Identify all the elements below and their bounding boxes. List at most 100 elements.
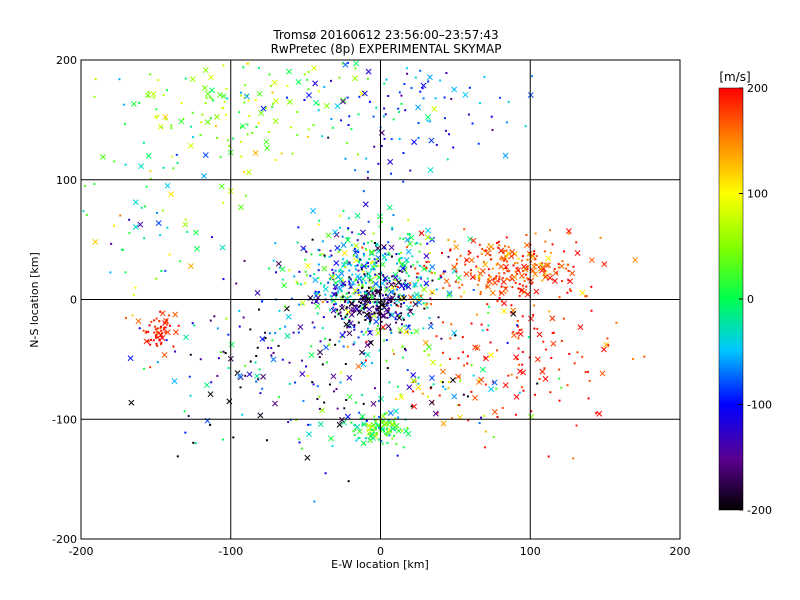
- scatter-point: [179, 260, 182, 263]
- scatter-point: [214, 125, 217, 128]
- scatter-point: [440, 337, 443, 340]
- scatter-point: [505, 249, 508, 252]
- scatter-point-x: [469, 274, 476, 281]
- scatter-point: [405, 271, 408, 274]
- scatter-point: [364, 301, 367, 304]
- scatter-point: [324, 472, 327, 475]
- scatter-point: [264, 337, 267, 340]
- scatter-point: [545, 348, 548, 351]
- scatter-point: [323, 85, 326, 88]
- scatter-point: [499, 257, 502, 260]
- scatter-point: [358, 95, 361, 98]
- scatter-point-x: [353, 60, 360, 67]
- scatter-point: [292, 331, 295, 334]
- scatter-point: [271, 339, 274, 342]
- scatter-point: [521, 259, 524, 262]
- scatter-point: [346, 237, 349, 240]
- scatter-point: [409, 301, 412, 304]
- scatter-point: [169, 324, 172, 327]
- scatter-point-x: [297, 324, 304, 330]
- scatter-point: [227, 333, 230, 336]
- scatter-point: [113, 160, 116, 163]
- scatter-point: [280, 152, 283, 155]
- scatter-point: [391, 313, 394, 316]
- scatter-point-x: [395, 427, 402, 434]
- scatter-point: [391, 428, 394, 431]
- scatter-point: [296, 134, 299, 137]
- scatter-point-x: [428, 399, 435, 406]
- scatter-point: [184, 431, 187, 434]
- scatter-point: [402, 294, 405, 297]
- scatter-point: [330, 79, 333, 82]
- scatter-point: [427, 80, 430, 83]
- scatter-point: [191, 111, 194, 114]
- scatter-point-x: [367, 329, 373, 336]
- scatter-point-x: [182, 221, 189, 228]
- scatter-point: [436, 411, 439, 414]
- scatter-point: [349, 295, 352, 298]
- scatter-point: [298, 270, 301, 273]
- scatter-point: [232, 436, 235, 439]
- scatter-point-x: [430, 359, 437, 366]
- scatter-point: [481, 329, 484, 332]
- scatter-point-x: [411, 294, 418, 300]
- scatter-point-x: [313, 99, 319, 106]
- scatter-point: [417, 122, 420, 125]
- scatter-point: [243, 259, 246, 262]
- scatter-point: [442, 351, 445, 354]
- scatter-point-x: [300, 245, 307, 252]
- scatter-point: [427, 353, 430, 356]
- scatter-point: [395, 442, 398, 445]
- scatter-point: [332, 303, 335, 306]
- scatter-point: [384, 433, 387, 436]
- scatter-point: [362, 333, 365, 336]
- scatter-point: [354, 268, 357, 271]
- scatter-point-x: [362, 303, 368, 310]
- scatter-point: [309, 274, 312, 277]
- scatter-point-x: [386, 204, 393, 211]
- scatter-point: [375, 301, 378, 304]
- scatter-point: [362, 242, 365, 245]
- scatter-point: [287, 421, 290, 424]
- scatter-point: [375, 261, 378, 264]
- scatter-point: [391, 226, 394, 229]
- scatter-point: [187, 415, 190, 418]
- scatter-point: [395, 262, 398, 265]
- scatter-point: [374, 290, 377, 293]
- scatter-point-x: [483, 355, 489, 362]
- scatter-point: [521, 350, 524, 353]
- scatter-point: [386, 427, 389, 430]
- scatter-point: [397, 107, 400, 110]
- scatter-point: [460, 295, 463, 298]
- scatter-point: [419, 276, 422, 279]
- scatter-point-x: [524, 291, 531, 298]
- scatter-point: [128, 218, 131, 221]
- scatter-point-x: [321, 265, 328, 272]
- scatter-point: [143, 237, 146, 240]
- scatter-point-x: [380, 244, 387, 250]
- scatter-point: [478, 277, 481, 280]
- scatter-point: [128, 231, 131, 234]
- scatter-point: [424, 304, 427, 307]
- scatter-point: [354, 304, 357, 307]
- scatter-point: [466, 395, 469, 398]
- scatter-point: [156, 336, 159, 339]
- scatter-point: [399, 331, 402, 334]
- scatter-point: [155, 117, 158, 120]
- scatter-point: [522, 255, 525, 258]
- scatter-point: [407, 283, 410, 286]
- scatter-point: [296, 282, 299, 285]
- scatter-point: [189, 353, 192, 356]
- scatter-point: [303, 248, 306, 251]
- scatter-point: [400, 312, 403, 315]
- scatter-point: [216, 327, 219, 330]
- scatter-point: [306, 135, 309, 138]
- scatter-point: [244, 364, 247, 367]
- scatter-point: [176, 455, 179, 458]
- scatter-point: [536, 382, 539, 385]
- scatter-point: [277, 344, 280, 347]
- scatter-point: [317, 109, 320, 112]
- scatter-point-x: [542, 375, 549, 382]
- scatter-point: [506, 260, 509, 263]
- scatter-point: [140, 206, 143, 209]
